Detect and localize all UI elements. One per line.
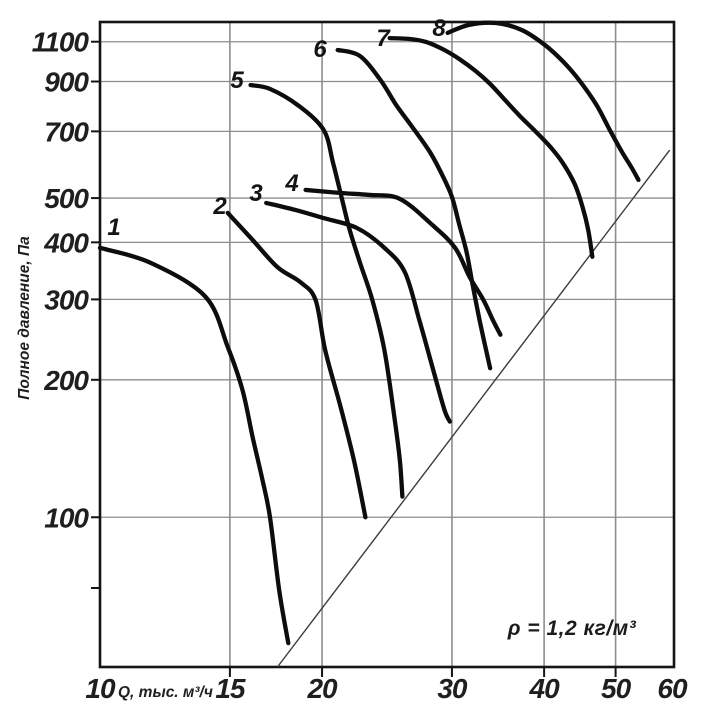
fan-curve-6 <box>335 47 493 371</box>
curve-label-2: 2 <box>212 193 227 220</box>
curve-label-6: 6 <box>313 36 327 63</box>
y-tick-label: 100 <box>44 502 89 533</box>
y-tick-label: 700 <box>44 116 89 147</box>
system-resistance-line <box>276 149 671 668</box>
fan-curve-2 <box>225 210 368 520</box>
y-tick-label: 500 <box>44 183 89 214</box>
x-tick-label: 40 <box>529 673 561 704</box>
gridlines <box>100 22 674 667</box>
x-tick-label: 60 <box>657 673 688 704</box>
y-tick-labels: 100 200 300 400 500 700 900 1100 <box>32 27 91 534</box>
curve-label-8: 8 <box>432 15 446 42</box>
fan-curve-8 <box>445 20 641 183</box>
fan-curve-7 <box>387 35 595 259</box>
plot-border <box>98 20 676 669</box>
y-axis-title: Полное давление, Па <box>16 236 33 400</box>
air-density-annotation: ρ = 1,2 кг/м³ <box>507 617 637 640</box>
y-tick-label: 400 <box>43 227 89 258</box>
curve-label-5: 5 <box>230 67 244 94</box>
y-tick-label: 200 <box>43 365 89 396</box>
x-axis-title: Q, тыс. м³/ч <box>118 684 213 701</box>
fan-curve-1 <box>97 245 291 646</box>
y-tick-label: 1100 <box>32 27 90 58</box>
curve-label-7: 7 <box>376 25 391 52</box>
y-tick-label: 900 <box>44 67 89 98</box>
fan-curves <box>97 20 641 646</box>
curve-label-4: 4 <box>284 170 298 197</box>
fan-curve-5 <box>248 82 405 499</box>
y-tick-label: 300 <box>44 284 89 315</box>
fan-curve-4 <box>303 187 503 337</box>
fan-curve-3 <box>264 200 452 424</box>
x-tick-label: 15 <box>215 673 246 704</box>
x-tick-labels: 10 15 20 30 40 50 60 <box>85 673 689 704</box>
x-tick-label: 50 <box>601 673 632 704</box>
x-tick-label: 20 <box>306 673 338 704</box>
x-tick-label: 30 <box>437 673 468 704</box>
curve-number-labels: 1 2 3 4 5 6 7 8 <box>107 15 446 241</box>
x-tick-label: 10 <box>85 673 116 704</box>
axis-ticks <box>91 40 617 677</box>
curve-label-3: 3 <box>249 180 263 207</box>
curve-label-1: 1 <box>107 214 120 241</box>
